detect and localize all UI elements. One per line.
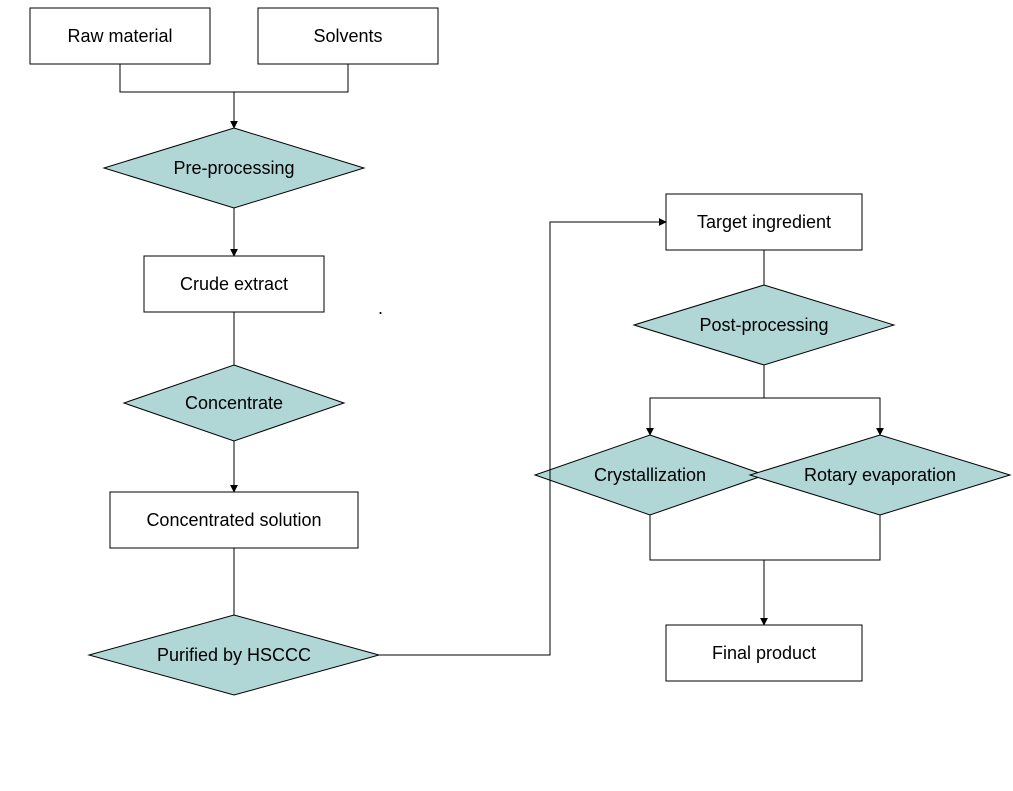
- edge-solv-to-join: [234, 64, 348, 92]
- node-concentrate: Concentrate: [124, 365, 344, 441]
- label-concentrate: Concentrate: [185, 393, 283, 413]
- edge-split-to-cryst: [650, 398, 764, 435]
- node-final-product: Final product: [666, 625, 862, 681]
- edge-pur-to-target: [379, 222, 666, 655]
- edge-split-to-rotary: [764, 398, 880, 435]
- label-target-ingredient: Target ingredient: [697, 212, 831, 232]
- node-raw-material: Raw material: [30, 8, 210, 64]
- label-crystallization: Crystallization: [594, 465, 706, 485]
- stray-dot-label: .: [378, 298, 383, 318]
- label-purified: Purified by HSCCC: [157, 645, 311, 665]
- edge-cryst-to-merge: [650, 515, 764, 560]
- node-rotary-evaporation: Rotary evaporation: [750, 435, 1010, 515]
- node-purified: Purified by HSCCC: [89, 615, 379, 695]
- node-concentrated-solution: Concentrated solution: [110, 492, 358, 548]
- label-pre-processing: Pre-processing: [173, 158, 294, 178]
- label-crude-extract: Crude extract: [180, 274, 288, 294]
- node-target-ingredient: Target ingredient: [666, 194, 862, 250]
- edge-rotary-to-merge: [764, 515, 880, 560]
- node-pre-processing: Pre-processing: [104, 128, 364, 208]
- label-raw-material: Raw material: [67, 26, 172, 46]
- label-post-processing: Post-processing: [699, 315, 828, 335]
- flowchart-canvas: Raw material Solvents Crude extract Conc…: [0, 0, 1013, 791]
- label-concentrated-solution: Concentrated solution: [146, 510, 321, 530]
- node-crystallization: Crystallization: [535, 435, 765, 515]
- label-rotary-evaporation: Rotary evaporation: [804, 465, 956, 485]
- edge-raw-to-join: [120, 64, 234, 92]
- label-solvents: Solvents: [313, 26, 382, 46]
- label-final-product: Final product: [712, 643, 816, 663]
- node-crude-extract: Crude extract: [144, 256, 324, 312]
- node-solvents: Solvents: [258, 8, 438, 64]
- node-post-processing: Post-processing: [634, 285, 894, 365]
